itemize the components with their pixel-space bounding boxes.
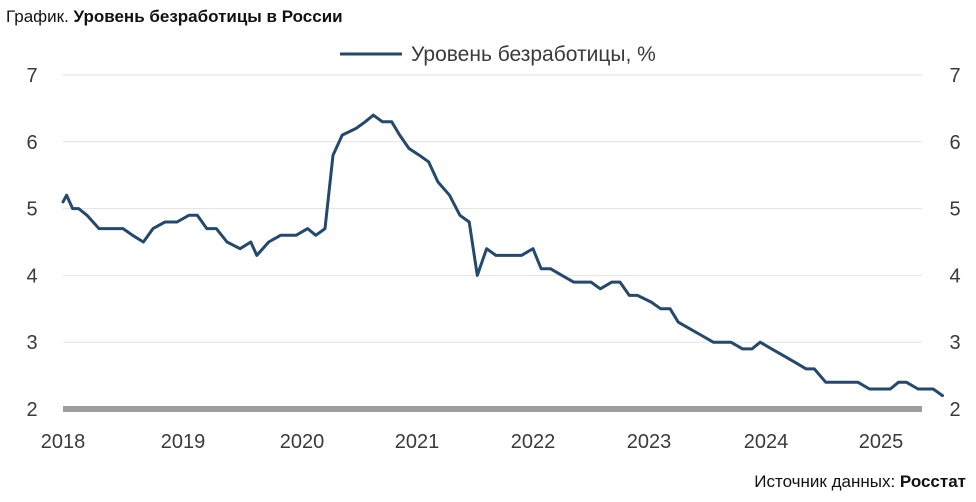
y-tick-label-right: 2 [949,399,960,421]
y-tick-label-left: 5 [26,199,37,221]
x-tick-label: 2022 [511,431,556,453]
y-tick-label-right: 5 [949,199,960,221]
y-tick-label-left: 3 [26,332,37,354]
x-tick-label: 2021 [395,431,440,453]
source-label: Источник данных: [754,472,896,491]
y-tick-label-left: 4 [26,265,37,287]
series-line-unemployment [61,113,944,398]
x-tick-label: 2018 [41,431,86,453]
y-tick-label-right: 6 [949,132,960,154]
x-axis: 2018 2019 2020 2021 2022 2023 2024 2025 [41,431,904,453]
grid-lines [63,74,922,412]
x-tick-label: 2025 [859,431,904,453]
source-note: Источник данных: Росстат [754,472,966,492]
source-name: Росстат [899,472,966,491]
y-tick-label-right: 4 [949,265,960,287]
x-tick-label: 2019 [161,431,206,453]
y-axis-left: 2 3 4 5 6 7 [26,65,37,421]
title-text: Уровень безработицы в России [73,7,343,26]
y-tick-label-right: 7 [949,65,960,87]
chart-title: График. Уровень безработицы в России [6,7,343,27]
y-tick-label-left: 7 [26,65,37,87]
y-tick-label-right: 3 [949,332,960,354]
y-tick-label-left: 2 [26,399,37,421]
y-tick-label-left: 6 [26,132,37,154]
x-tick-label: 2024 [744,431,789,453]
legend: Уровень безработицы, % [340,43,656,66]
x-tick-label: 2020 [280,431,325,453]
x-tick-label: 2023 [627,431,672,453]
legend-label: Уровень безработицы, % [411,43,656,66]
title-prefix: График. [6,7,69,26]
y-axis-right: 2 3 4 5 6 7 [949,65,960,421]
series-group [61,113,944,398]
